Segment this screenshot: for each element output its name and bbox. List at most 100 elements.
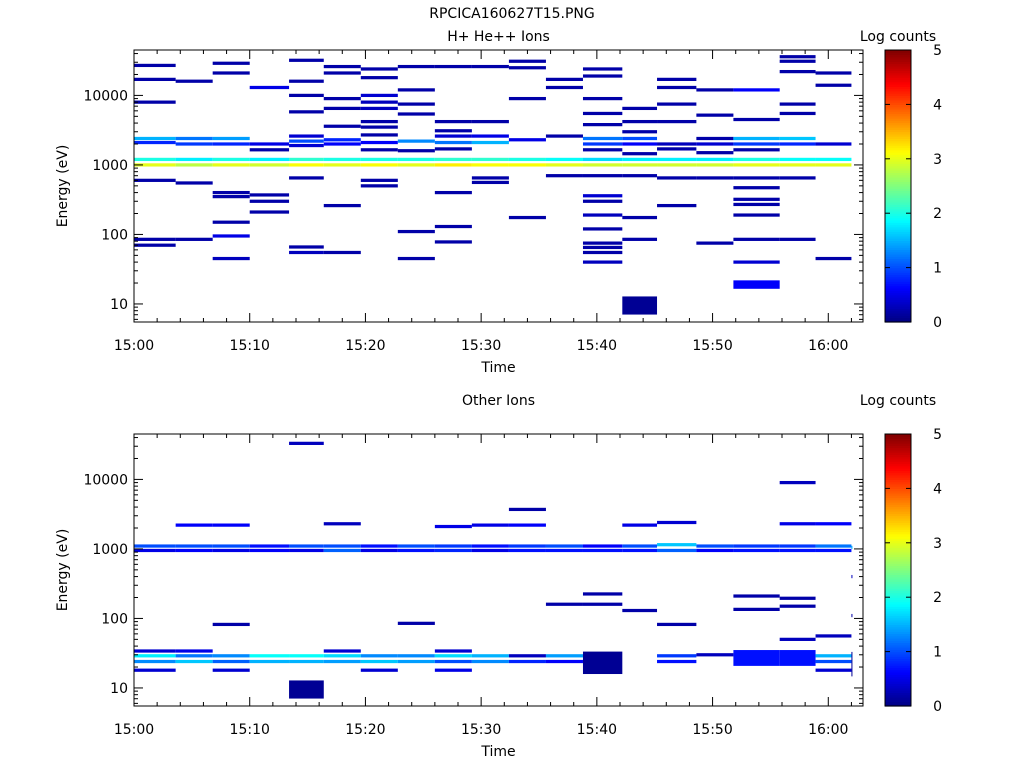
x-tick-label: 15:20 — [345, 722, 385, 738]
heatmap-cell — [815, 71, 852, 75]
heatmap-cell — [696, 176, 734, 180]
heatmap-cell — [779, 111, 816, 116]
heatmap-cell — [212, 163, 250, 167]
heatmap-cell — [733, 148, 780, 152]
heatmap-cell — [815, 256, 852, 261]
heatmap-cell — [779, 55, 816, 59]
heatmap-cell — [323, 203, 361, 208]
heatmap-cells — [134, 441, 853, 699]
heatmap-cell — [134, 157, 176, 162]
heatmap-cell — [134, 668, 176, 672]
heatmap-cell — [696, 88, 734, 92]
heatmap-cell — [733, 260, 780, 264]
heatmap-cell — [323, 522, 361, 526]
heatmap-cell — [779, 544, 816, 548]
heatmap-cell — [323, 544, 361, 548]
heatmap-cell — [815, 163, 852, 167]
heatmap-cell — [508, 66, 546, 70]
heatmap-cell — [289, 659, 324, 664]
heatmap-cell — [397, 157, 435, 162]
heatmap-cell — [733, 548, 780, 553]
y-tick-label: 100 — [101, 227, 128, 243]
heatmap-cell — [622, 296, 658, 315]
heatmap-cell — [212, 136, 250, 141]
heatmap-cell — [471, 659, 509, 664]
heatmap-cell — [733, 157, 780, 162]
heatmap-cell — [471, 163, 509, 167]
heatmap-cell — [249, 142, 290, 146]
colorbar-tick-label: 1 — [933, 645, 942, 661]
heatmap-cell — [582, 250, 623, 255]
heatmap-cell — [622, 136, 658, 141]
heatmap-cell — [212, 654, 250, 658]
heatmap-cell — [249, 659, 290, 664]
heatmap-cell — [134, 237, 176, 241]
panel2-title: Other Ions — [461, 393, 536, 409]
x-tick-label: 15:00 — [114, 722, 154, 738]
heatmap-cell — [815, 157, 852, 162]
heatmap-cell — [582, 245, 623, 250]
heatmap-cell — [657, 543, 697, 547]
heatmap-cell — [851, 574, 853, 579]
heatmap-cell — [779, 548, 816, 553]
heatmap-cell — [289, 680, 324, 699]
heatmap-cell — [733, 544, 780, 548]
heatmap-cell — [508, 544, 546, 548]
heatmap-cell — [508, 654, 546, 658]
y-tick-label: 10000 — [83, 88, 128, 104]
heatmap-cell — [657, 176, 697, 180]
heatmap-cell — [657, 659, 697, 664]
heatmap-cell — [360, 659, 398, 664]
heatmap-cell — [508, 507, 546, 512]
heatmap-cell — [134, 140, 176, 145]
heatmap-cell — [696, 157, 734, 162]
heatmap-cell — [134, 649, 176, 653]
heatmap-cell — [696, 241, 734, 245]
heatmap-cell — [360, 544, 398, 548]
heatmap-cell — [733, 163, 780, 167]
heatmap-cell — [733, 280, 780, 289]
heatmap-cell — [657, 548, 697, 553]
heatmap-cell — [508, 215, 546, 220]
heatmap-cell — [134, 100, 176, 104]
heatmap-cell — [582, 163, 623, 167]
heatmap-cell — [622, 608, 658, 613]
heatmap-cell — [582, 199, 623, 203]
heatmap-cell — [323, 659, 361, 664]
heatmap-cell — [657, 203, 697, 208]
heatmap-cell — [471, 544, 509, 548]
heatmap-cell — [733, 594, 780, 598]
heatmap-cell — [289, 110, 324, 114]
heatmap-cell — [212, 194, 250, 199]
heatmap-cells — [134, 55, 852, 315]
heatmap-cell — [582, 194, 623, 198]
heatmap-cell — [657, 85, 697, 90]
heatmap-cell — [175, 163, 213, 167]
heatmap-cell — [249, 148, 290, 152]
colorbar-tick-label: 3 — [933, 152, 942, 168]
heatmap-cell — [360, 76, 398, 80]
heatmap-cell — [582, 67, 623, 71]
heatmap-cell — [360, 67, 398, 71]
x-tick-label: 15:40 — [577, 338, 617, 354]
colorbar-tick-label: 4 — [933, 97, 942, 113]
heatmap-cell — [289, 143, 324, 148]
heatmap-cell — [175, 649, 213, 653]
x-axis-label: Time — [480, 744, 515, 760]
heatmap-cell — [289, 58, 324, 62]
heatmap-cell — [815, 654, 852, 658]
heatmap-cell — [657, 147, 697, 151]
heatmap-cell — [657, 77, 697, 82]
heatmap-cell — [815, 548, 852, 553]
heatmap-cell — [397, 139, 435, 143]
heatmap-cell — [582, 213, 623, 217]
heatmap-cell — [323, 548, 361, 553]
heatmap-cell — [545, 85, 583, 90]
heatmap-cell — [779, 604, 816, 608]
heatmap-cell — [175, 548, 213, 553]
heatmap-cell — [289, 176, 324, 180]
heatmap-cell — [696, 163, 734, 167]
heatmap-cell — [175, 523, 213, 527]
heatmap-cell — [815, 142, 852, 146]
heatmap-cell — [397, 64, 435, 69]
